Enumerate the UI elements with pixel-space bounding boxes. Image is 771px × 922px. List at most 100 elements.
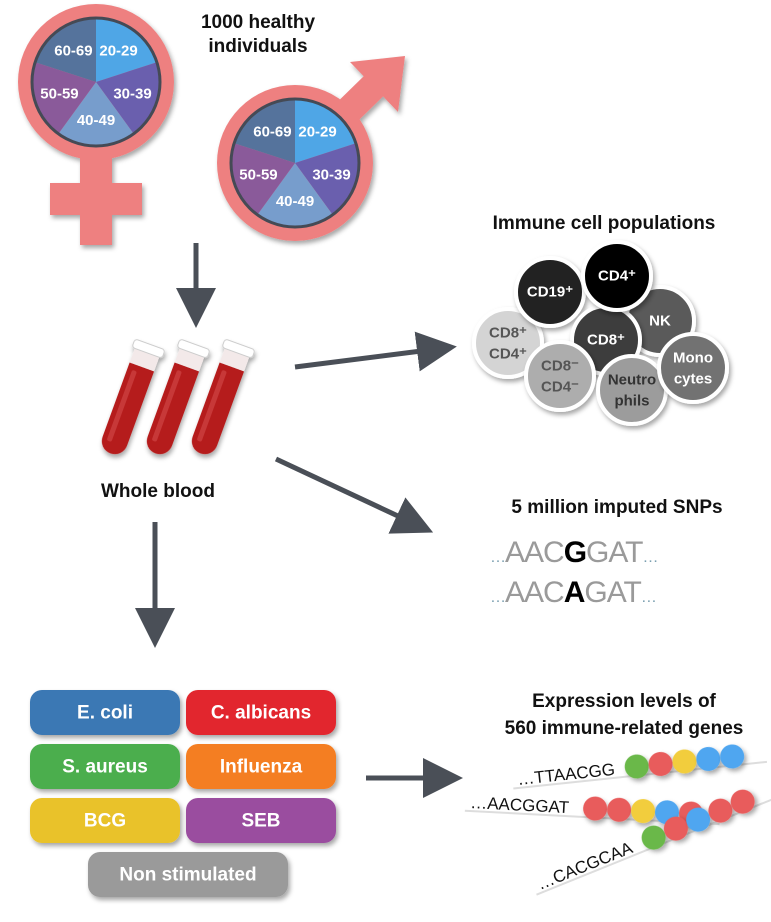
stimulus-label: Influenza [220, 757, 303, 778]
blood-tubes-icon [101, 339, 255, 455]
stimulus-label: BCG [84, 811, 126, 832]
cell-label: NK [649, 313, 671, 330]
stimulus-e-coli: E. coli [30, 690, 180, 735]
cell-label: CD4⁻ [541, 379, 579, 396]
stimulus-seb: SEB [186, 798, 336, 843]
snp-part: … [490, 549, 505, 566]
cell-label: CD8⁻ [541, 358, 579, 375]
female-pie-slice-label: 40-49 [77, 112, 115, 129]
stimulus-s-aureus: S. aureus [30, 744, 180, 789]
arrow-to-snps [274, 456, 434, 534]
blood-tube [191, 339, 255, 455]
male-pie-slice [231, 143, 295, 215]
snp-part: GAT [586, 536, 643, 569]
cell-label: Mono [673, 350, 713, 367]
gene-expression-strands: …TTAACGG …AACGGAT …CACGCAA [464, 744, 771, 896]
stimulus-influenza: Influenza [186, 744, 336, 789]
snp-sequence: …AACGGAT… [490, 536, 657, 569]
female-pie-slice-label: 20-29 [99, 42, 137, 59]
stimulus-bcg: BCG [30, 798, 180, 843]
immune-cell: CD19⁺ [514, 256, 586, 328]
arrow-to-immune-cells [294, 331, 457, 372]
whole-blood-label: Whole blood [101, 481, 215, 502]
expression-bead [583, 796, 608, 821]
gene-sequence: …CACGCAA [534, 838, 635, 894]
snp-part: AAC [505, 576, 564, 609]
male-pie-outline [229, 97, 361, 229]
cell-label: CD8⁺ [587, 332, 625, 349]
gene-sequence: …TTAACGG [516, 760, 615, 789]
expression-bead [720, 744, 745, 769]
male-pie-slice-label: 30-39 [312, 166, 350, 183]
expression-bead [624, 754, 649, 779]
expression-bead [696, 746, 721, 771]
snp-part: GAT [584, 576, 641, 609]
immune-cells-title: Immune cell populations [493, 213, 716, 234]
snp-part: … [641, 589, 656, 606]
expression-bead [648, 751, 673, 776]
snp-part: … [642, 549, 657, 566]
title-line-2: individuals [208, 36, 307, 57]
expression-bead [631, 799, 656, 824]
snp-part: … [490, 589, 505, 606]
gene-strand: …TTAACGG [513, 744, 768, 790]
blood-tube [146, 339, 210, 455]
expression-bead [607, 797, 632, 822]
expression-bead [708, 798, 733, 823]
stimulus-label: Non stimulated [119, 865, 256, 886]
stimulus-label: S. aureus [62, 757, 148, 778]
female-pie-slice [58, 82, 134, 146]
stimulus-label: C. albicans [211, 703, 311, 724]
male-pie-slice [234, 99, 295, 163]
female-pie-slice-label: 30-39 [113, 85, 151, 102]
snp-allele: A [564, 576, 585, 609]
male-pie-slice [295, 143, 359, 215]
male-age-pie: 20-29 30-39 40-49 50-59 60-69 [229, 97, 361, 229]
immune-cell: CD8⁺ CD4⁺ [472, 307, 544, 379]
snp-allele: G [564, 536, 586, 569]
cell-label: CD19⁺ [527, 284, 573, 301]
female-pie-slice-label: 50-59 [40, 85, 78, 102]
arrows [135, 243, 463, 798]
cell-label: Neutro [608, 372, 656, 389]
expression-bead [641, 825, 666, 850]
stimulus-label: E. coli [77, 703, 133, 724]
female-pie-slice [96, 18, 157, 82]
female-pie-slice [35, 18, 96, 82]
male-pie-slice-label: 20-29 [298, 123, 336, 140]
immune-cell: Mono cytes [657, 332, 729, 404]
male-pie-slice-label: 40-49 [276, 193, 314, 210]
stimulus-non-stimulated: Non stimulated [88, 852, 288, 897]
gene-sequence: …AACGGAT [470, 793, 570, 817]
expression-bead [663, 816, 688, 841]
immune-cell-cluster: CD8⁺ CD4⁺ CD19⁺ NK CD8⁺ CD4⁺ CD8⁻ CD4⁻ Neutro phi… [472, 240, 729, 426]
immune-cell: Neutro phils [596, 354, 668, 426]
stimulus-label: SEB [241, 811, 280, 832]
cell-label: phils [614, 393, 649, 410]
immune-cell: CD4⁺ [581, 240, 653, 312]
male-pie-slice [257, 163, 333, 227]
expression-title-line-1: Expression levels of [532, 691, 716, 712]
snp-sequences: …AACGGAT……AACAGAT… [490, 536, 658, 609]
female-pie-slice-label: 60-69 [54, 42, 92, 59]
snp-sequence: …AACAGAT… [490, 576, 656, 609]
expression-bead [730, 789, 755, 814]
cell-label: cytes [674, 371, 712, 388]
title-line-1: 1000 healthy [201, 12, 315, 33]
cell-label: CD8⁺ [489, 325, 527, 342]
stimulation-conditions: E. coli C. albicans S. aureus Influenza BCG S… [30, 690, 336, 897]
male-pie-slice-label: 60-69 [253, 123, 291, 140]
expression-bead [672, 749, 697, 774]
female-pie-slice [96, 62, 161, 134]
male-pie-slice-label: 50-59 [239, 166, 277, 183]
snps-title: 5 million imputed SNPs [511, 497, 722, 518]
expression-bead [686, 807, 711, 832]
expression-title-line-2: 560 immune-related genes [505, 718, 744, 739]
stimulus-c-albicans: C. albicans [186, 690, 336, 735]
female-pie-slice [32, 62, 96, 134]
snp-part: AAC [505, 536, 564, 569]
cell-label: CD4⁺ [598, 268, 636, 285]
immune-cell: CD8⁻ CD4⁻ [524, 340, 596, 412]
cell-label: CD4⁺ [489, 346, 527, 363]
